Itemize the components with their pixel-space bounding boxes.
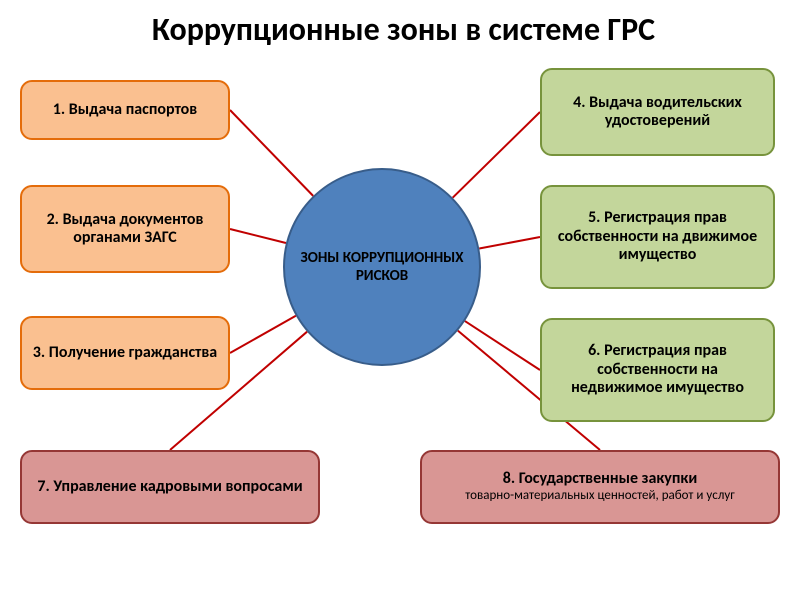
center-label: ЗОНЫ КОРРУПЦИОННЫХ РИСКОВ	[285, 249, 479, 285]
box-8-sublabel: товарно-материальных ценностей, работ и …	[465, 489, 734, 504]
box-7-label: 7. Управление кадровыми вопросами	[37, 478, 302, 496]
box-1-label: 1. Выдача паспортов	[53, 101, 197, 119]
page-title: Коррупционные зоны в системе ГРС	[0, 10, 807, 49]
box-2: 2. Выдача документов органами ЗАГС	[20, 185, 230, 273]
box-5-label: 5. Регистрация прав собственности на дви…	[552, 209, 763, 264]
box-6-label: 6. Регистрация прав собственности на нед…	[552, 342, 763, 397]
box-8-label: 8. Государственные закупки	[503, 470, 698, 488]
box-1: 1. Выдача паспортов	[20, 80, 230, 140]
box-4-label: 4. Выдача водительских удостоверений	[552, 94, 763, 131]
box-7: 7. Управление кадровыми вопросами	[20, 450, 320, 524]
box-8: 8. Государственные закупки товарно-матер…	[420, 450, 780, 524]
box-3-label: 3. Получение гражданства	[33, 344, 217, 362]
box-6: 6. Регистрация прав собственности на нед…	[540, 318, 775, 422]
box-4: 4. Выдача водительских удостоверений	[540, 68, 775, 156]
box-5: 5. Регистрация прав собственности на дви…	[540, 185, 775, 289]
center-circle: ЗОНЫ КОРРУПЦИОННЫХ РИСКОВ	[283, 168, 481, 366]
box-3: 3. Получение гражданства	[20, 316, 230, 390]
box-2-label: 2. Выдача документов органами ЗАГС	[32, 211, 218, 248]
